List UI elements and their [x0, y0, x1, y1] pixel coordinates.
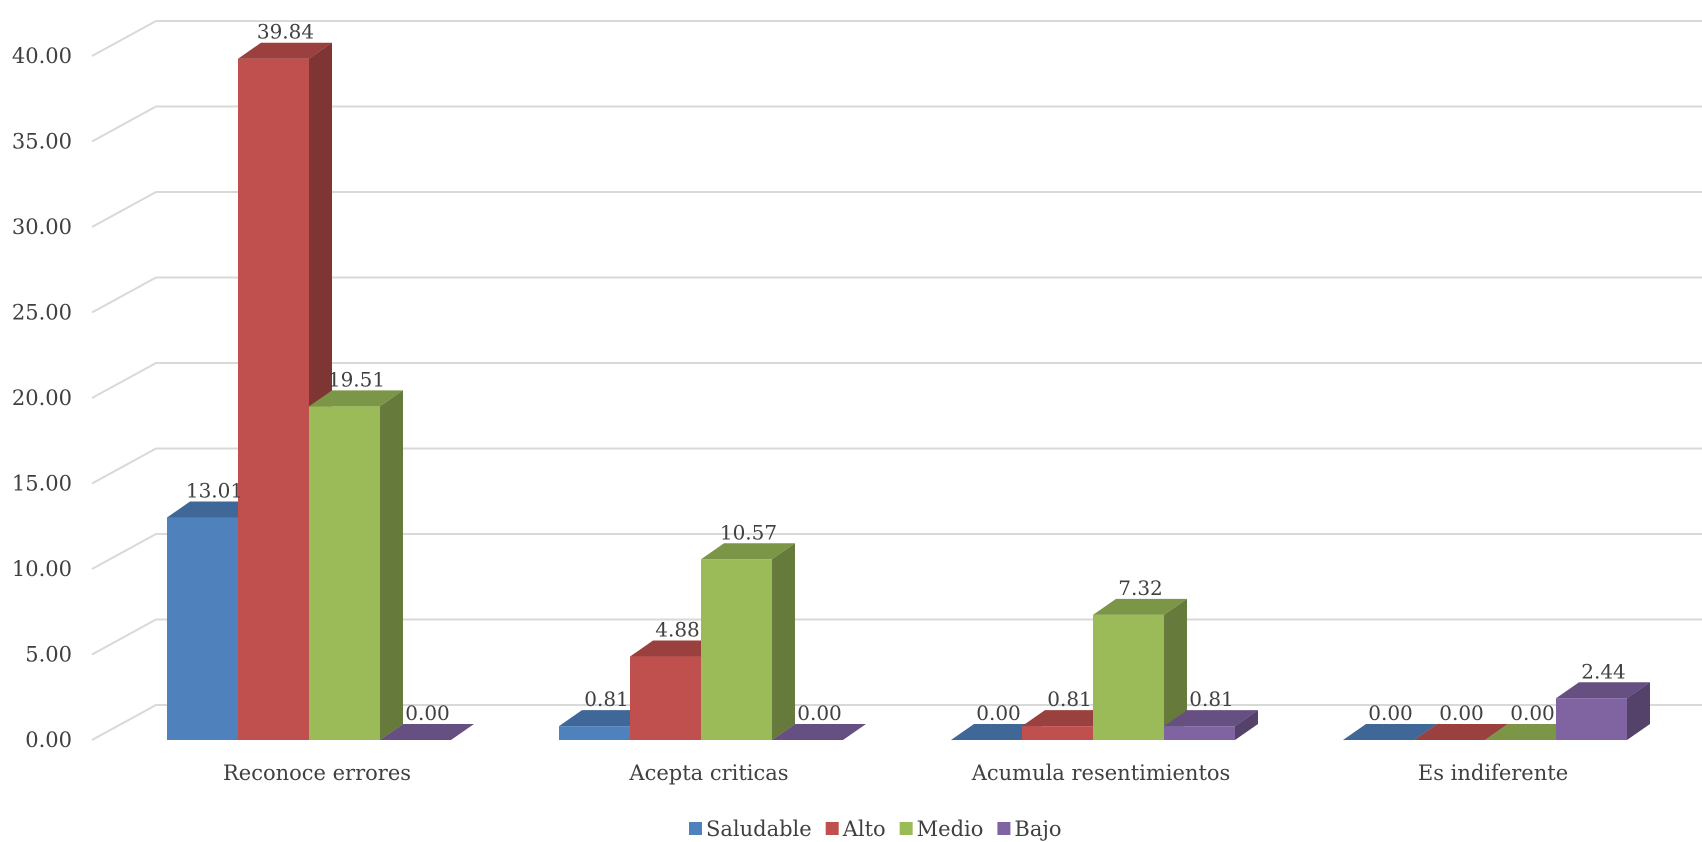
data-label: 0.00 — [405, 701, 450, 725]
gridline-2 — [91, 533, 1702, 570]
bar-alto-3 — [1414, 724, 1508, 740]
data-label: 0.81 — [1189, 687, 1234, 711]
data-label: 0.81 — [1047, 687, 1092, 711]
bar-bajo-0 — [380, 724, 474, 740]
legend-swatch — [825, 822, 839, 835]
category-label: Es indiferente — [1418, 761, 1568, 785]
legend-item-medio: Medio — [899, 817, 984, 841]
data-labels: 13.01 39.84 19.51 0.00 0.81 4.88 10.57 0.00 0.00… — [186, 20, 1626, 725]
data-label: 0.00 — [797, 701, 842, 725]
bar-bajo-2 — [1164, 710, 1258, 740]
data-label: 0.00 — [1510, 701, 1555, 725]
y-tick-label: 20.00 — [12, 386, 72, 410]
data-label: 4.88 — [655, 618, 700, 642]
data-label: 7.32 — [1118, 576, 1163, 600]
data-label: 0.00 — [976, 701, 1021, 725]
data-label: 39.84 — [257, 20, 314, 44]
category-label: Reconoce errores — [223, 761, 411, 785]
bar-medio-1 — [701, 543, 795, 740]
legend-label: Bajo — [1014, 817, 1061, 841]
legend-item-bajo: Bajo — [997, 817, 1062, 841]
legend-swatch — [689, 822, 702, 835]
gridline-6 — [91, 191, 1702, 228]
x-axis-categories: Reconoce errores Acepta criticas Acumula r… — [223, 761, 1568, 785]
gridline-3 — [91, 447, 1702, 485]
y-tick-label: 25.00 — [12, 301, 72, 325]
category-label: Acepta criticas — [628, 761, 788, 785]
bar-medio-0 — [309, 390, 403, 740]
bar-saludable-2 — [951, 724, 1045, 740]
bar-medio-2 — [1093, 598, 1187, 740]
gridline-7 — [91, 105, 1702, 143]
data-label: 13.01 — [186, 479, 243, 503]
legend-label: Medio — [917, 817, 984, 841]
legend: Saludable Alto Medio Bajo — [689, 817, 1062, 841]
data-label: 10.57 — [720, 520, 777, 544]
data-label: 0.00 — [1368, 701, 1413, 725]
data-label: 2.44 — [1581, 659, 1626, 683]
data-label: 0.00 — [1439, 701, 1484, 725]
y-tick-label: 15.00 — [12, 472, 72, 496]
gridlines — [91, 20, 1702, 741]
legend-item-saludable: Saludable — [689, 817, 812, 841]
y-tick-label: 35.00 — [12, 130, 72, 154]
legend-label: Saludable — [706, 817, 812, 841]
data-label: 19.51 — [328, 367, 385, 391]
gridline-5 — [91, 276, 1702, 314]
bar-medio-3 — [1485, 724, 1579, 740]
legend-label: Alto — [842, 817, 886, 841]
y-tick-label: 0.00 — [25, 728, 72, 752]
legend-swatch — [899, 822, 913, 835]
legend-swatch — [997, 822, 1011, 835]
y-tick-label: 30.00 — [12, 215, 72, 239]
legend-item-alto: Alto — [825, 817, 886, 841]
y-tick-label: 40.00 — [12, 44, 72, 68]
y-tick-label: 10.00 — [12, 557, 72, 581]
gridline-8 — [91, 20, 1702, 57]
y-tick-label: 5.00 — [25, 643, 72, 667]
bar-bajo-3 — [1556, 682, 1650, 740]
y-axis-ticks: 0.00 5.00 10.00 15.00 20.00 25.00 30.00 35.00 40… — [12, 44, 72, 752]
category-label: Acumula resentimientos — [971, 761, 1231, 785]
bar-saludable-3 — [1343, 724, 1437, 740]
bars — [167, 42, 1650, 740]
bar-bajo-1 — [772, 724, 866, 740]
data-label: 0.81 — [584, 687, 629, 711]
gridline-4 — [91, 362, 1702, 399]
